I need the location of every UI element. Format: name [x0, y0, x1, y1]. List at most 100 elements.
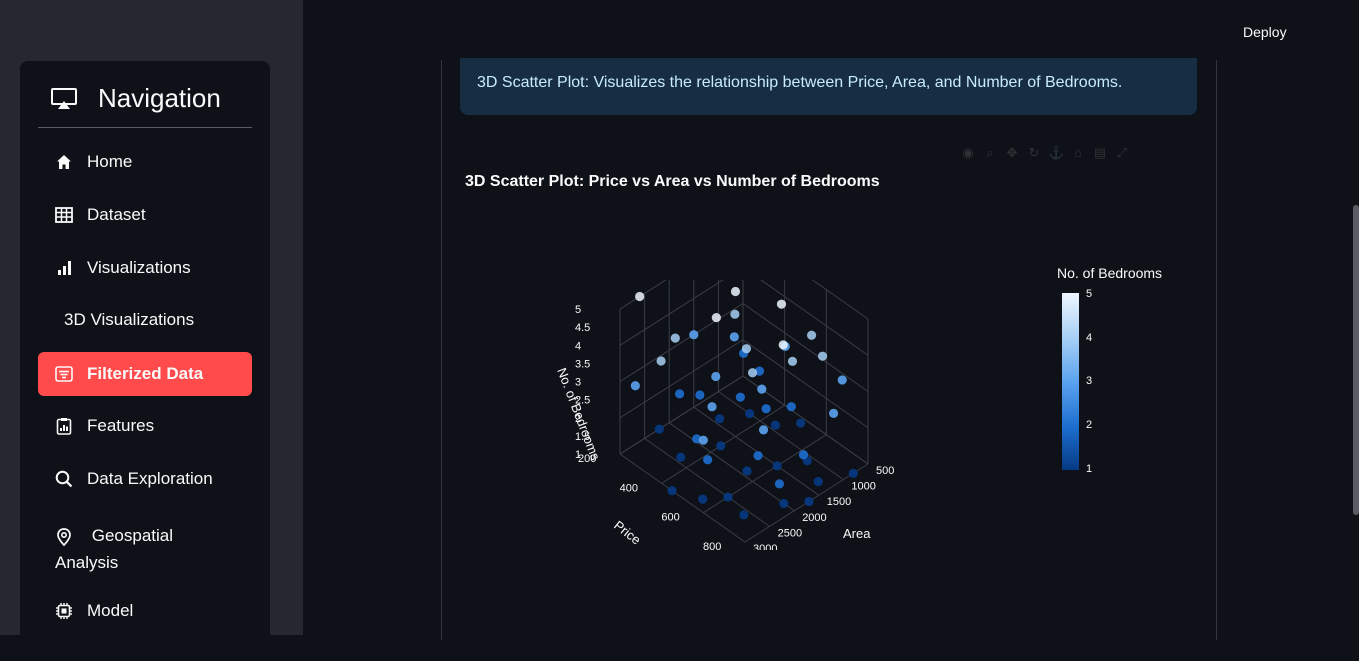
bar-chart-icon	[55, 259, 73, 277]
x-tick-label: 1000	[851, 481, 875, 493]
camera-icon[interactable]: ◉	[962, 145, 974, 160]
data-point	[776, 299, 787, 309]
search-icon	[55, 470, 73, 488]
x-tick-label: 1500	[827, 496, 851, 508]
nav-item-model[interactable]: Model	[38, 589, 252, 633]
nav-item-label: Data Exploration	[87, 469, 213, 488]
colorbar-tick: 1	[1086, 463, 1093, 475]
deploy-button[interactable]: Deploy	[1243, 24, 1287, 40]
data-point	[739, 510, 749, 520]
nav-item-label: Dataset	[87, 205, 146, 224]
data-point	[670, 333, 680, 343]
data-point	[779, 498, 789, 509]
data-point	[654, 424, 664, 434]
data-point	[742, 466, 752, 476]
location-pin-icon	[55, 527, 73, 546]
data-point	[774, 479, 785, 489]
chart-title: 3D Scatter Plot: Price vs Area vs Number…	[465, 173, 880, 190]
y-tick-label: 600	[661, 512, 679, 524]
data-point	[723, 492, 733, 502]
axis-label-price: Price	[611, 518, 644, 548]
z-tick-label: 2.5	[575, 395, 590, 407]
filter-list-icon	[55, 365, 73, 383]
data-point	[747, 368, 758, 378]
data-point	[757, 384, 767, 394]
z-tick-label: 3.5	[575, 358, 590, 370]
data-point	[798, 450, 809, 460]
turntable-icon[interactable]: ⚓	[1048, 145, 1065, 160]
data-point	[635, 291, 645, 302]
data-point	[667, 486, 677, 496]
data-point	[698, 435, 708, 445]
data-points	[630, 286, 858, 520]
data-point	[758, 425, 769, 435]
nav-divider	[38, 127, 252, 128]
data-point	[675, 389, 685, 399]
colorbar-tick: 2	[1086, 419, 1093, 431]
colorbar-tick: 3	[1086, 375, 1093, 387]
nav-item-geospatial-analysis[interactable]: Geospatial Analysis	[38, 516, 198, 576]
nav-header: Navigation	[50, 83, 221, 114]
reset-camera-icon[interactable]: ⌂	[1074, 145, 1082, 160]
hover-icon[interactable]: ▤	[1093, 145, 1107, 160]
grid-line	[742, 303, 869, 392]
grid-line	[619, 375, 744, 455]
table-icon	[55, 206, 73, 224]
data-point	[828, 408, 839, 418]
main-content	[441, 60, 1217, 640]
axis-ticks: 1 1.5 2 2.5 3 3.5 4 4.5 5 200 400 600 800 50010001500…	[575, 304, 894, 550]
chip-icon	[55, 602, 73, 620]
colorbar-tick: 4	[1086, 332, 1093, 344]
fullscreen-icon[interactable]: ⤢	[1116, 145, 1128, 160]
z-tick-label: 1.5	[575, 431, 590, 443]
data-point	[703, 455, 713, 465]
data-point	[772, 461, 782, 471]
nav-item-label: 3D Visualizations	[64, 310, 195, 329]
z-tick-label: 4	[575, 340, 581, 352]
data-point	[707, 402, 717, 412]
data-point	[698, 494, 708, 504]
nav-item-home[interactable]: Home	[38, 140, 252, 184]
nav-item-dataset[interactable]: Dataset	[38, 193, 252, 237]
info-box: 3D Scatter Plot: Visualizes the relation…	[460, 58, 1197, 115]
info-text: 3D Scatter Plot: Visualizes the relation…	[477, 74, 1123, 91]
nav-item-3d-visualizations[interactable]: 3D Visualizations	[38, 298, 252, 342]
y-tick-label: 200	[578, 453, 596, 465]
data-point	[730, 309, 740, 319]
z-tick-label: 3	[575, 377, 581, 389]
y-tick-label: 800	[703, 541, 721, 550]
data-point	[735, 392, 745, 402]
data-point	[787, 356, 798, 366]
nav-item-features[interactable]: Features	[38, 404, 252, 448]
data-point	[848, 468, 858, 478]
data-point	[714, 414, 725, 424]
nav-item-filterized-data[interactable]: Filterized Data	[38, 352, 252, 396]
grid-line	[760, 280, 869, 356]
grid-line	[619, 303, 744, 382]
nav-item-label: Home	[87, 152, 133, 171]
data-point	[630, 381, 640, 391]
nav-item-label: Filterized Data	[87, 364, 204, 383]
data-point	[817, 351, 828, 361]
scatter-3d-plot[interactable]: 1 1.5 2 2.5 3 3.5 4 4.5 5 200 400 600 800 50010001500…	[520, 280, 900, 550]
orbit-icon[interactable]: ↻	[1028, 145, 1040, 160]
data-point	[754, 366, 765, 376]
scrollbar[interactable]	[1353, 205, 1359, 515]
y-tick-label: 400	[620, 482, 638, 494]
data-point	[837, 375, 847, 385]
data-point	[741, 344, 752, 354]
grid-line	[811, 280, 869, 320]
x-tick-label: 2500	[778, 527, 802, 539]
grid-line	[742, 339, 869, 429]
nav-item-visualizations[interactable]: Visualizations	[38, 246, 252, 290]
grid-line	[668, 422, 795, 512]
nav-item-data-exploration[interactable]: Data Exploration	[38, 457, 252, 501]
zoom-icon[interactable]: ⌕	[986, 145, 994, 160]
x-tick-label: 500	[876, 465, 894, 477]
data-point	[806, 330, 817, 340]
z-tick-label: 4.5	[575, 322, 590, 334]
nav-item-label: Geospatial Analysis	[55, 526, 174, 572]
grid-line	[693, 406, 820, 496]
data-point	[729, 332, 739, 342]
pan-icon[interactable]: ✥	[1006, 145, 1018, 160]
